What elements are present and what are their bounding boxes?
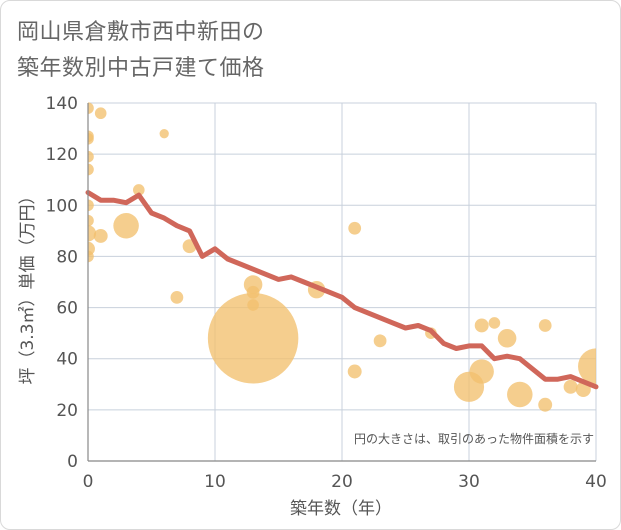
data-point bbox=[488, 317, 501, 329]
data-point bbox=[88, 250, 94, 263]
x-tick-label: 40 bbox=[585, 472, 607, 492]
data-point bbox=[88, 199, 94, 212]
data-point bbox=[469, 359, 494, 384]
data-point bbox=[246, 285, 260, 299]
data-point bbox=[207, 293, 299, 384]
data-point bbox=[94, 107, 107, 120]
y-tick-label: 60 bbox=[56, 299, 78, 319]
axis-layer: 0 20 40 60 80 100 120 140 0 10 20 30 40 bbox=[46, 94, 607, 492]
data-point bbox=[538, 397, 553, 412]
data-point bbox=[348, 221, 362, 235]
chart-title-line-1: 岡山県倉敷市西中新田の bbox=[17, 20, 265, 45]
data-point bbox=[347, 364, 362, 379]
x-tick-label: 30 bbox=[458, 472, 480, 492]
data-point bbox=[170, 290, 184, 304]
grid-layer bbox=[88, 102, 597, 461]
y-tick-label: 80 bbox=[56, 247, 78, 267]
x-tick-label: 0 bbox=[83, 472, 94, 492]
y-tick-label: 140 bbox=[46, 94, 78, 114]
data-point bbox=[563, 379, 578, 394]
x-tick-label: 10 bbox=[204, 472, 226, 492]
data-point bbox=[474, 318, 489, 333]
y-tick-label: 0 bbox=[67, 452, 78, 472]
data-point bbox=[113, 212, 139, 239]
x-tick-label: 20 bbox=[331, 472, 353, 492]
data-point bbox=[538, 319, 552, 332]
data-point bbox=[497, 328, 517, 348]
data-point bbox=[373, 334, 387, 348]
data-point bbox=[133, 184, 145, 196]
y-tick-label: 120 bbox=[46, 145, 78, 165]
data-point bbox=[159, 129, 169, 139]
y-axis-label: 坪（3.3㎡）単価（万円） bbox=[18, 187, 38, 384]
data-point bbox=[578, 348, 596, 385]
data-point bbox=[88, 150, 94, 163]
data-point bbox=[88, 102, 94, 114]
average-price-line bbox=[85, 190, 599, 390]
data-point bbox=[88, 163, 94, 176]
y-tick-label: 20 bbox=[56, 401, 78, 421]
y-tick-label: 40 bbox=[56, 350, 78, 370]
bubble-layer bbox=[88, 102, 596, 412]
chart-title: 岡山県倉敷市西中新田の 築年数別中古戸建て価格 bbox=[17, 15, 265, 87]
data-point bbox=[507, 381, 533, 408]
y-tick-label: 100 bbox=[46, 196, 78, 216]
data-point bbox=[88, 133, 94, 145]
x-axis-label: 築年数（年） bbox=[290, 499, 392, 519]
trend-line-layer bbox=[85, 190, 599, 390]
data-point bbox=[93, 229, 108, 243]
data-point bbox=[247, 299, 259, 311]
data-point bbox=[88, 214, 94, 227]
bubble-size-note: 円の大きさは、取引のあった物件面積を示す bbox=[354, 431, 594, 446]
chart-title-line-2: 築年数別中古戸建て価格 bbox=[17, 56, 265, 81]
